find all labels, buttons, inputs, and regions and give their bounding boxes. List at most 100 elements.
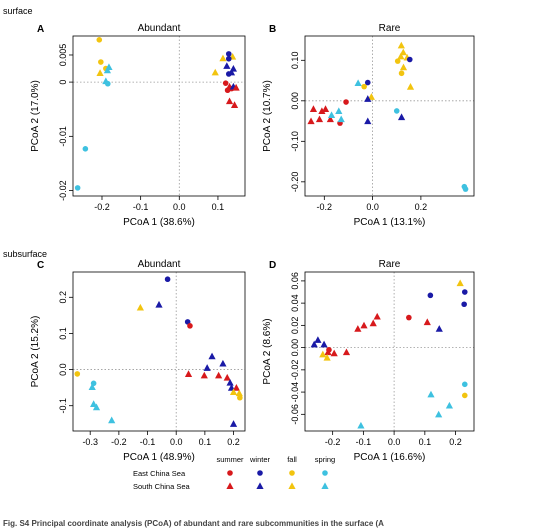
- y-axis-label: PCoA 2 (8.6%): [262, 318, 273, 384]
- data-point-summer-triangle: [321, 105, 330, 112]
- y-tick-label: -0.02: [290, 360, 300, 381]
- data-point-fall-triangle: [323, 354, 331, 361]
- data-point-summer-triangle: [184, 370, 193, 377]
- data-point-spring-circle: [393, 108, 400, 114]
- data-point-summer-circle: [326, 347, 332, 353]
- data-point-winter-triangle: [208, 352, 216, 360]
- legend-marker-winter-circle: [257, 470, 263, 476]
- x-tick-label: -0.1: [133, 202, 149, 212]
- data-point-summer-circle: [222, 80, 229, 86]
- panel-title: Rare: [379, 23, 401, 34]
- data-point-winter-circle: [364, 79, 371, 86]
- x-tick-label: 0.1: [212, 202, 225, 212]
- data-point-summer-triangle: [307, 117, 315, 125]
- legend-season-spring: spring: [315, 455, 335, 464]
- x-tick-label: -0.2: [111, 437, 127, 447]
- data-point-winter-triangle: [223, 62, 231, 69]
- data-point-winter-triangle: [364, 117, 372, 125]
- data-point-summer-triangle: [315, 115, 324, 123]
- data-point-summer-triangle: [230, 101, 239, 108]
- data-point-fall-triangle: [399, 63, 408, 71]
- x-tick-label: -0.2: [94, 202, 110, 212]
- data-point-winter-circle: [225, 51, 232, 57]
- legend-marker-fall-circle: [289, 470, 295, 476]
- data-point-spring-triangle: [357, 421, 365, 429]
- legend-row-label: South China Sea: [133, 482, 191, 491]
- data-point-winter-triangle: [397, 113, 406, 121]
- x-axis-label: PCoA 1 (13.1%): [354, 217, 426, 228]
- y-tick-label: 0.00: [290, 92, 300, 110]
- data-point-winter-circle: [225, 55, 232, 62]
- y-axis-label: PCoA 2 (15.2%): [30, 316, 41, 388]
- data-point-spring-triangle: [335, 107, 343, 114]
- y-tick-label: 0.04: [290, 294, 300, 312]
- legend-season-fall: fall: [287, 455, 297, 464]
- data-point-fall-triangle: [96, 69, 104, 76]
- data-point-summer-triangle: [326, 115, 334, 123]
- panel-a: A Abundant -0.2 -0.1 0.0 0.1 -0.02 -0.01 0 0.005 P…: [30, 23, 246, 228]
- y-tick-label: 0.1: [58, 327, 68, 340]
- x-axis-label: PCoA 1 (16.6%): [354, 452, 426, 463]
- x-tick-label: 0.2: [415, 202, 428, 212]
- data-point-spring-triangle: [105, 63, 113, 70]
- data-point-summer-triangle: [309, 105, 318, 112]
- data-point-summer-triangle: [330, 349, 338, 357]
- data-point-winter-triangle: [320, 340, 328, 348]
- y-axis-label: PCoA 2 (10.7%): [262, 80, 273, 152]
- data-point-fall-triangle: [397, 41, 405, 49]
- y-tick-label: 0.005: [58, 44, 68, 67]
- data-point-spring-triangle: [435, 410, 443, 418]
- data-point-fall-circle: [398, 70, 405, 77]
- data-point-summer-triangle: [342, 348, 351, 356]
- data-point-summer-triangle: [225, 97, 234, 105]
- data-point-summer-circle: [224, 87, 231, 94]
- data-point-winter-triangle: [310, 340, 318, 348]
- data-point-fall-triangle: [319, 350, 327, 358]
- data-point-spring-triangle: [354, 79, 362, 87]
- data-point-summer-triangle: [354, 325, 362, 332]
- y-tick-label: 0.06: [290, 272, 300, 290]
- data-point-winter-triangle: [364, 95, 372, 102]
- x-tick-label: -0.2: [325, 437, 341, 447]
- data-point-spring-triangle: [445, 401, 454, 409]
- data-point-winter-circle: [164, 276, 171, 283]
- x-tick-label: 0.1: [199, 437, 212, 447]
- y-tick-label: -0.01: [58, 126, 68, 147]
- legend-marker-winter-triangle: [256, 482, 264, 490]
- data-point-winter-triangle: [226, 378, 234, 386]
- data-point-summer-triangle: [200, 371, 208, 379]
- legend-season-winter: winter: [249, 455, 271, 464]
- section-label-subsurface: subsurface: [3, 249, 47, 259]
- data-point-summer-triangle: [318, 107, 326, 114]
- y-tick-label: 0.00: [290, 339, 300, 357]
- x-tick-label: -0.2: [317, 202, 333, 212]
- data-point-winter-circle: [225, 71, 232, 77]
- panel-title: Abundant: [138, 259, 181, 270]
- plot-frame: [304, 35, 475, 197]
- data-point-fall-triangle: [456, 279, 464, 287]
- data-point-fall-circle: [461, 392, 468, 399]
- panel-letter: D: [269, 260, 276, 271]
- data-point-winter-triangle: [229, 420, 238, 427]
- panel-letter: C: [37, 260, 44, 271]
- legend-row-label: East China Sea: [133, 469, 186, 478]
- data-point-spring-triangle: [427, 390, 435, 398]
- section-label-surface: surface: [3, 6, 33, 16]
- y-tick-label: 0.0: [58, 363, 68, 376]
- panel-title: Rare: [379, 259, 401, 270]
- data-point-fall-circle: [96, 36, 103, 43]
- data-point-winter-triangle: [203, 364, 211, 371]
- data-point-fall-triangle: [229, 388, 238, 396]
- panel-c: C Abundant -0.3 -0.2 -0.1 0.0 0.1 0.2 -0.1 0.0 0.1…: [30, 259, 246, 463]
- data-point-spring-circle: [104, 80, 111, 87]
- y-tick-label: -0.02: [58, 180, 68, 201]
- y-axis-label: PCoA 2 (17.0%): [30, 80, 41, 152]
- x-tick-label: -0.3: [82, 437, 98, 447]
- panel-title: Abundant: [138, 23, 181, 34]
- legend-season-summer: summer: [216, 455, 244, 464]
- data-point-fall-triangle: [367, 93, 375, 100]
- data-point-summer-triangle: [232, 384, 240, 391]
- data-point-winter-triangle: [155, 300, 163, 308]
